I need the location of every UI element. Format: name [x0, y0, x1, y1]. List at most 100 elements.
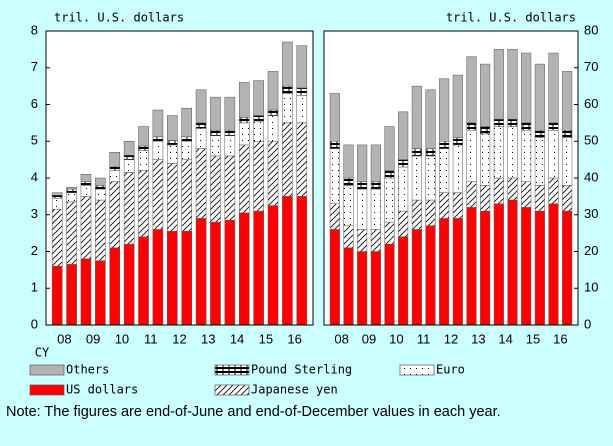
bar-segment	[51, 208, 63, 267]
bar-segment	[548, 203, 559, 326]
bar-segment	[357, 181, 368, 190]
bar-segment	[466, 122, 477, 131]
legend-swatch	[214, 364, 250, 376]
y-tick-label: 80	[584, 22, 598, 37]
x-tick-label: 12	[172, 331, 186, 346]
bar-segment	[370, 144, 381, 182]
bar-segment	[80, 174, 92, 182]
bar-segment	[411, 85, 422, 149]
bar-segment	[357, 188, 368, 230]
bar-segment	[548, 52, 559, 124]
bar-segment	[507, 49, 518, 120]
bar-segment	[425, 199, 436, 227]
y-tick-label: 10	[584, 280, 598, 295]
bar-segment	[195, 128, 207, 149]
bar-segment	[66, 192, 77, 203]
legend-swatch	[399, 364, 435, 376]
bar-segment	[384, 221, 395, 245]
bar-segment	[534, 210, 545, 326]
legend-swatch	[29, 364, 65, 376]
bar-segment	[167, 140, 178, 146]
bar-segment	[452, 137, 463, 146]
bar-segment	[343, 185, 354, 227]
y-tick-label: 8	[31, 22, 38, 37]
bar-segment	[181, 231, 192, 326]
bar-segment	[480, 63, 491, 127]
x-tick-label: 12	[444, 331, 458, 346]
unit-label: tril. U.S. dollars	[54, 11, 184, 25]
bar-segment	[95, 188, 106, 201]
bar-segment	[167, 163, 178, 232]
bar-segment	[138, 126, 149, 147]
bar-segment	[95, 177, 106, 186]
bar-segment	[439, 78, 450, 142]
bar-segment	[167, 231, 178, 326]
bar-segment	[562, 129, 573, 138]
bar-segment	[384, 177, 395, 223]
unit-label: tril. U.S. dollars	[446, 11, 576, 25]
bar-segment	[267, 109, 279, 116]
bar-segment	[181, 159, 192, 232]
bar-segment	[152, 109, 164, 138]
bar-segment	[267, 115, 279, 142]
bar-segment	[253, 80, 264, 116]
y-tick-label: 4	[31, 169, 38, 184]
bar-segment	[195, 218, 207, 326]
bar-segment	[357, 144, 368, 182]
bar-segment	[80, 258, 92, 326]
bar-segment	[95, 185, 106, 190]
bar-segment	[493, 118, 504, 127]
x-tick-label: 14	[230, 331, 244, 346]
bar-segment	[425, 155, 436, 201]
bar-segment	[195, 89, 207, 124]
y-tick-label: 70	[584, 59, 598, 74]
x-tick-label: 16	[553, 331, 567, 346]
bar-segment	[425, 225, 436, 326]
bar-segment	[210, 129, 221, 136]
y-tick-label: 30	[584, 206, 598, 221]
bar-segment	[562, 210, 573, 326]
bar-segment	[343, 144, 354, 179]
bar-segment	[534, 185, 545, 212]
bar-segment	[181, 141, 192, 160]
x-tick-label: 11	[144, 331, 158, 346]
bar-segment	[411, 229, 422, 326]
bar-segment	[534, 137, 545, 186]
bar-segment	[253, 115, 264, 122]
bar-segment	[548, 129, 559, 179]
y-tick-label: 2	[31, 243, 38, 258]
bar-segment	[282, 41, 293, 87]
y-tick-label: 0	[31, 316, 38, 331]
bar-segment	[562, 137, 573, 186]
bar-segment	[282, 85, 293, 94]
x-tick-label: 09	[86, 331, 100, 346]
bar-segment	[138, 150, 149, 171]
legend-label: Others	[66, 363, 109, 377]
y-tick-label: 7	[31, 59, 38, 74]
bar-segment	[152, 159, 164, 230]
bar-segment	[95, 260, 106, 326]
bar-segment	[296, 95, 308, 124]
legend-label: Pound Sterling	[251, 363, 352, 377]
bar-segment	[439, 218, 450, 326]
x-tick-label: 13	[471, 331, 485, 346]
bar-segment	[439, 141, 450, 149]
legend-label: US dollars	[66, 383, 138, 397]
x-tick-label: 08	[334, 331, 348, 346]
bar-segment	[152, 136, 164, 142]
bar-segment	[152, 141, 164, 160]
bar-segment	[253, 141, 264, 212]
bar-segment	[548, 122, 559, 131]
bar-segment	[109, 152, 121, 167]
bar-segment	[296, 122, 308, 197]
bar-segment	[493, 177, 504, 204]
bar-segment	[253, 120, 264, 142]
y-tick-label: 20	[584, 243, 598, 258]
bar-segment	[343, 177, 354, 186]
bar-segment	[238, 144, 250, 214]
legend-swatch	[29, 384, 65, 396]
y-tick-label: 40	[584, 169, 598, 184]
bar-segment	[267, 141, 279, 206]
x-tick-label: 14	[498, 331, 512, 346]
